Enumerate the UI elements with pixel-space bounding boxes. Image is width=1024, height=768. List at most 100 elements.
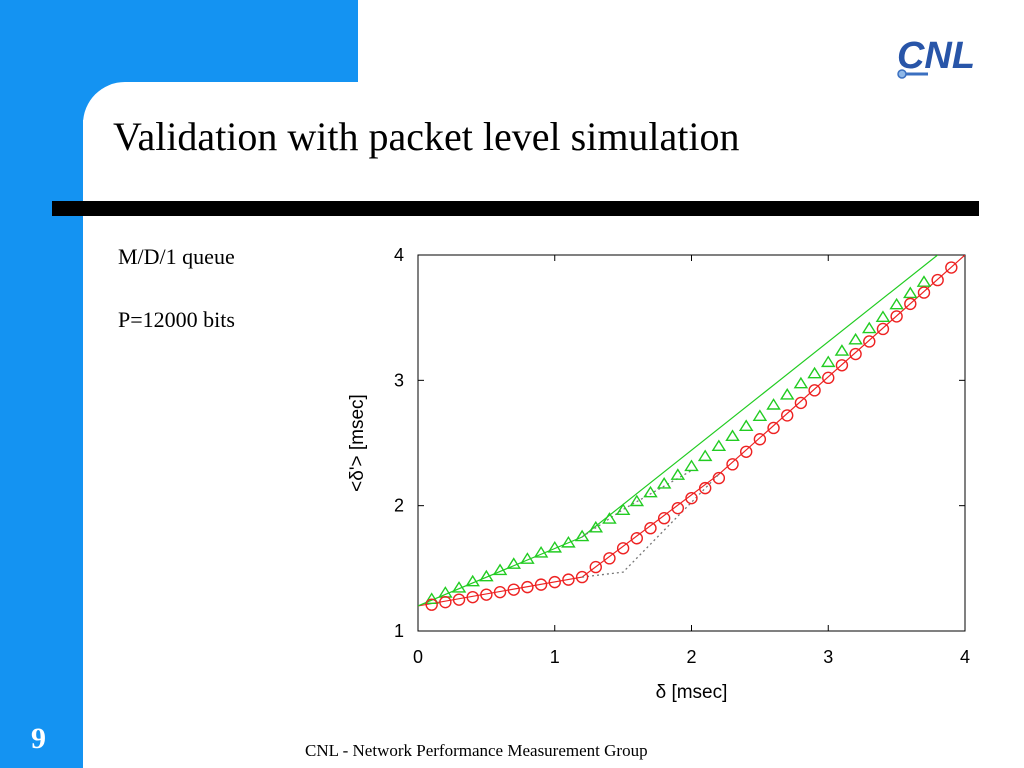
data-point-triangle [424, 592, 439, 604]
data-point-triangle [903, 286, 918, 299]
data-point-circle [548, 575, 561, 589]
data-point-circle [671, 501, 685, 515]
data-point-circle [685, 491, 698, 505]
data-point-triangle [875, 310, 891, 322]
reference-line-solid [418, 255, 939, 607]
data-point-triangle [451, 581, 467, 593]
data-point-circle [425, 598, 438, 611]
x-tick-label: 2 [686, 647, 696, 667]
frame-rounded-corner [83, 82, 359, 222]
data-point-triangle [533, 545, 549, 558]
bullet-packet-size: P=12000 bits [118, 307, 235, 332]
data-point-triangle [862, 321, 877, 334]
data-point-circle [534, 578, 548, 591]
data-point-circle [589, 560, 602, 574]
data-point-circle [890, 310, 903, 323]
data-point-triangle [643, 485, 658, 498]
data-point-circle [945, 261, 958, 274]
data-point-triangle [916, 275, 932, 287]
data-point-triangle [479, 569, 494, 582]
frame-left-band [0, 0, 83, 768]
data-point-circle [493, 585, 507, 599]
reference-line-solid [418, 255, 965, 607]
data-point-circle [562, 573, 575, 586]
data-point-triangle [889, 297, 904, 310]
title-rule [52, 201, 979, 216]
y-tick-label: 4 [394, 245, 404, 265]
data-point-triangle [793, 376, 809, 389]
data-point-triangle [697, 449, 713, 462]
data-point-triangle [561, 535, 576, 548]
data-point-triangle [520, 552, 535, 564]
data-point-circle [452, 593, 466, 606]
data-point-circle [575, 570, 589, 584]
cnl-logo-text: CNL [897, 35, 975, 77]
data-point-triangle [547, 540, 563, 553]
data-point-circle [876, 322, 890, 336]
data-point-triangle [766, 398, 781, 410]
data-point-triangle [725, 429, 740, 442]
x-tick-label: 0 [413, 647, 423, 667]
data-point-triangle [656, 477, 672, 489]
data-point-triangle [629, 494, 645, 507]
data-point-circle [644, 522, 657, 535]
footer-text: CNL - Network Performance Measurement Gr… [305, 741, 648, 760]
data-point-triangle [492, 563, 508, 576]
data-point-circle [726, 458, 739, 471]
reference-line-dotted [582, 473, 720, 578]
y-tick-label: 2 [394, 496, 404, 516]
data-point-triangle [670, 468, 686, 480]
data-point-triangle [684, 459, 699, 472]
data-point-triangle [752, 409, 768, 421]
data-point-triangle [834, 344, 850, 356]
data-point-circle [767, 421, 780, 435]
data-point-circle [657, 512, 671, 525]
x-axis-label: δ [msec] [656, 682, 728, 703]
data-point-circle [808, 384, 821, 397]
data-point-circle [480, 588, 493, 601]
y-tick-label: 3 [394, 370, 404, 390]
data-point-triangle [738, 419, 754, 432]
data-point-circle [698, 481, 712, 495]
bullet-queue: M/D/1 queue [118, 244, 235, 269]
x-tick-label: 4 [960, 647, 970, 667]
data-point-circle [712, 471, 726, 485]
data-point-triangle [588, 520, 604, 533]
data-point-triangle [711, 439, 727, 452]
cnl-logo: CNL [897, 35, 975, 79]
data-point-circle [507, 583, 520, 596]
data-point-triangle [779, 388, 795, 400]
data-point-circle [794, 396, 808, 410]
data-point-circle [740, 445, 753, 458]
data-point-circle [917, 286, 931, 299]
y-tick-label: 1 [394, 621, 404, 641]
data-point-circle [603, 552, 616, 565]
data-point-triangle [506, 557, 521, 569]
data-point-triangle [820, 355, 836, 368]
y-axis-label: <δ'> [msec] [347, 394, 368, 492]
reference-line-dotted [581, 470, 692, 538]
data-point-triangle [465, 574, 480, 587]
data-point-circle [835, 359, 849, 372]
data-point-triangle [848, 332, 863, 345]
x-tick-label: 3 [823, 647, 833, 667]
data-point-circle [753, 433, 767, 446]
data-point-circle [439, 595, 452, 609]
data-point-triangle [807, 366, 822, 379]
data-point-circle [616, 542, 630, 555]
x-tick-label: 1 [550, 647, 560, 667]
data-point-circle [781, 409, 794, 422]
data-point-circle [521, 580, 534, 594]
data-point-circle [466, 590, 479, 604]
page-number: 9 [31, 722, 46, 755]
data-point-triangle [574, 529, 590, 542]
data-point-circle [630, 532, 643, 545]
slide-title: Validation with packet level simulation [113, 114, 740, 159]
data-point-triangle [602, 512, 617, 524]
data-point-circle [822, 371, 835, 385]
data-point-circle [931, 273, 944, 287]
data-point-circle [904, 297, 917, 311]
data-point-triangle [615, 503, 631, 515]
data-point-circle [863, 335, 876, 348]
